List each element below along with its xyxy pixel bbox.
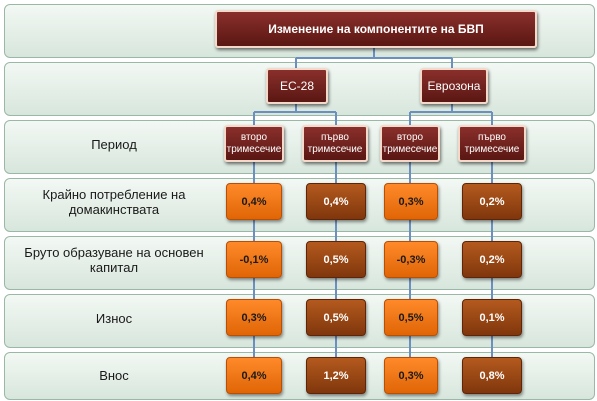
value-imports-eu28-q2: 0,4% — [226, 357, 282, 394]
chart-title: Изменение на компонентите на БВП — [268, 22, 484, 36]
value-exports-eu28-q1: 0,5% — [306, 299, 366, 336]
group-box-eurozone: Еврозона — [420, 68, 488, 104]
value-capital-ez-q2: -0,3% — [384, 241, 438, 278]
value-household-ez-q1: 0,2% — [462, 183, 522, 220]
value-imports-ez-q2: 0,3% — [384, 357, 438, 394]
row-label-period: Период — [91, 136, 137, 152]
row-label-imports: Внос — [99, 367, 129, 383]
period-box-eu28-q2: второ тримесечие — [224, 125, 284, 162]
value-household-eu28-q2: 0,4% — [226, 183, 282, 220]
value-capital-eu28-q1: 0,5% — [306, 241, 366, 278]
value-household-eu28-q1: 0,4% — [306, 183, 366, 220]
title-box: Изменение на компонентите на БВП — [215, 10, 537, 48]
row-label-gross-fixed-capital: Бруто образуване на основен капитал — [24, 245, 204, 275]
period-box-ez-q2: второ тримесечие — [380, 125, 440, 162]
row-label-household-consumption: Крайно потребление на домакинствата — [42, 187, 186, 217]
value-imports-ez-q1: 0,8% — [462, 357, 522, 394]
value-capital-ez-q1: 0,2% — [462, 241, 522, 278]
row-label-exports: Износ — [95, 310, 133, 326]
value-exports-ez-q1: 0,1% — [462, 299, 522, 336]
value-exports-ez-q2: 0,5% — [384, 299, 438, 336]
period-box-ez-q1: първо тримесечие — [458, 125, 526, 162]
group-box-eu28: ЕС-28 — [266, 68, 328, 104]
group-label-eurozone: Еврозона — [427, 79, 481, 93]
value-household-ez-q2: 0,3% — [384, 183, 438, 220]
value-exports-eu28-q2: 0,3% — [226, 299, 282, 336]
period-box-eu28-q1: първо тримесечие — [302, 125, 368, 162]
value-imports-eu28-q1: 1,2% — [306, 357, 366, 394]
value-capital-eu28-q2: -0,1% — [226, 241, 282, 278]
group-label-eu28: ЕС-28 — [279, 79, 314, 93]
